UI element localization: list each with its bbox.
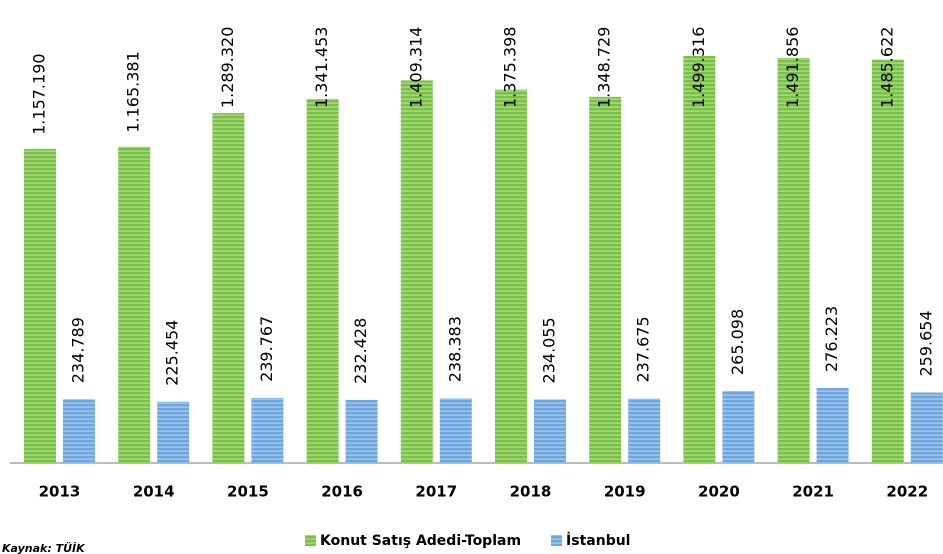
bar <box>251 397 284 463</box>
x-tick-label: 2018 <box>510 483 552 501</box>
x-tick-label: 2014 <box>133 483 175 501</box>
bar <box>628 398 661 463</box>
bar <box>63 399 95 463</box>
bar <box>871 59 904 463</box>
bar <box>24 148 56 463</box>
bar <box>306 98 339 464</box>
bar <box>777 58 810 463</box>
data-label: 232.428 <box>351 318 370 384</box>
data-label: 1.375.398 <box>501 27 520 108</box>
x-tick-label: 2015 <box>227 483 269 501</box>
bar <box>589 96 622 463</box>
data-label: 1.341.453 <box>312 27 331 108</box>
x-tick-label: 2017 <box>415 483 457 501</box>
legend-label: İstanbul <box>566 532 630 549</box>
data-label: 259.654 <box>916 310 935 376</box>
bar <box>534 399 566 463</box>
x-tick-label: 2020 <box>698 483 740 501</box>
data-label: 239.767 <box>257 316 276 382</box>
x-tick-label: 2019 <box>604 483 646 501</box>
data-label: 1.409.314 <box>406 27 425 108</box>
bar <box>439 398 472 463</box>
data-label: 234.789 <box>69 317 88 383</box>
bar <box>212 113 245 463</box>
x-tick-label: 2013 <box>39 483 81 501</box>
source: Kaynak: TÜİK <box>2 541 86 554</box>
bar <box>910 392 943 463</box>
bar <box>400 80 433 463</box>
x-tick-label: 2021 <box>792 483 834 501</box>
data-label: 238.383 <box>445 316 464 382</box>
bar <box>722 391 755 463</box>
bar <box>118 146 151 463</box>
data-label: 1.165.381 <box>124 51 143 132</box>
data-label: 225.454 <box>163 320 182 386</box>
data-label: 234.055 <box>540 317 559 383</box>
legend-label: Konut Satış Adedi-Toplam <box>320 533 521 549</box>
data-label: 237.675 <box>634 316 653 382</box>
bar <box>157 401 190 463</box>
data-label: 265.098 <box>728 309 747 375</box>
data-label: 276.223 <box>822 306 841 372</box>
legend-swatch <box>551 535 563 546</box>
data-label: 1.499.316 <box>689 27 708 108</box>
x-tick-label: 2016 <box>321 483 363 501</box>
bar <box>345 399 378 463</box>
data-label: 1.491.856 <box>783 27 802 108</box>
data-label: 1.289.320 <box>218 27 237 108</box>
bar <box>816 388 849 463</box>
data-label: 1.348.729 <box>595 27 614 108</box>
bar <box>683 56 716 463</box>
x-tick-label: 2022 <box>886 483 928 501</box>
bar <box>495 89 527 463</box>
data-label: 1.157.190 <box>30 53 49 134</box>
legend-swatch <box>305 535 316 546</box>
data-label: 1.485.622 <box>877 27 896 108</box>
